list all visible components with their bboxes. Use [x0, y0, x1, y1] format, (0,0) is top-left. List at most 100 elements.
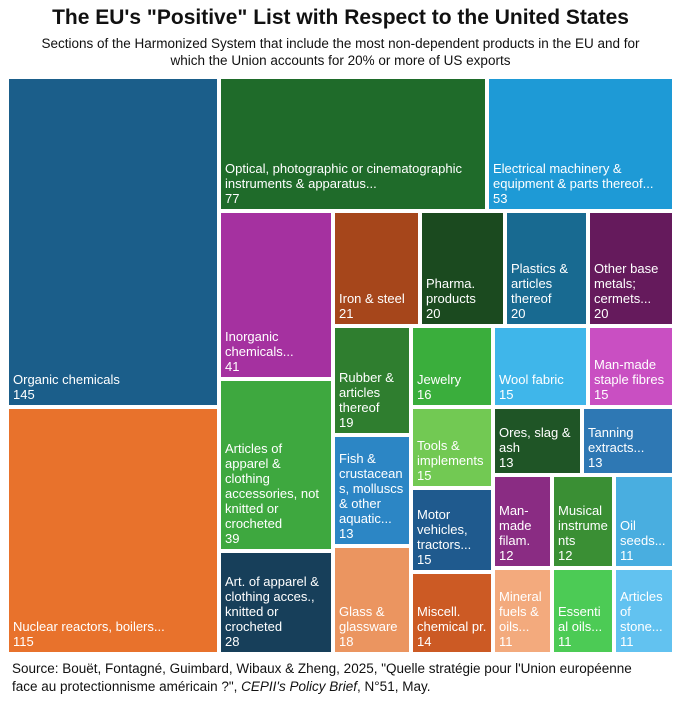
tile-value: 115 [13, 634, 34, 649]
tile-value: 11 [558, 634, 572, 649]
tile-value: 53 [493, 191, 508, 206]
source-suffix: , N°51, May. [357, 679, 431, 694]
treemap-tile: Other base metals; cermets... 20 [588, 211, 674, 326]
tile-value: 15 [417, 468, 432, 483]
treemap-tile: Tools & implements 15 [411, 407, 493, 488]
treemap-tile: Electrical machinery & equipment & parts… [487, 77, 674, 211]
tile-label-text: Inorganic chemicals... [225, 329, 294, 359]
treemap-tile: Articles of stone... 11 [614, 568, 674, 654]
tile-value: 15 [499, 387, 514, 402]
treemap-tile: Optical, photographic or cinematographic… [219, 77, 487, 211]
tile-label: Man- made filam. 12 [499, 503, 547, 563]
tile-label: Motor vehicles, tractors... 15 [417, 507, 488, 567]
tile-label-text: Nuclear reactors, boilers... [13, 619, 165, 634]
treemap-tile: Essenti al oils... 11 [552, 568, 614, 654]
tile-label-text: Wool fabric [499, 372, 564, 387]
treemap-tile: Articles of apparel & clothing accessori… [219, 379, 333, 551]
tile-label: Other base metals; cermets... 20 [594, 261, 669, 321]
tile-label-text: Oil seeds... [620, 518, 666, 548]
tile-label: Optical, photographic or cinematographic… [225, 161, 482, 206]
tile-label: Iron & steel 21 [339, 291, 415, 321]
tile-label-text: Articles of stone... [620, 589, 663, 634]
treemap-tile: Wool fabric 15 [493, 326, 588, 407]
tile-label-text: Fish & crustacean s, molluscs & other aq… [339, 451, 404, 526]
tile-label: Mineral fuels & oils... 11 [499, 589, 547, 649]
treemap-tile: Jewelry 16 [411, 326, 493, 407]
tile-label: Plastics & articles thereof 20 [511, 261, 583, 321]
treemap-tile: Tanning extracts... 13 [582, 407, 674, 475]
tile-label-text: Plastics & articles thereof [511, 261, 569, 306]
tile-label-text: Miscell. chemical pr. [417, 604, 487, 634]
tile-value: 14 [417, 634, 432, 649]
tile-label-text: Ores, slag & ash [499, 425, 571, 455]
tile-value: 145 [13, 387, 35, 402]
tile-label-text: Essenti al oils... [558, 604, 603, 634]
tile-label-text: Iron & steel [339, 291, 405, 306]
tile-value: 11 [620, 548, 634, 563]
treemap-tile: Rubber & articles thereof 19 [333, 326, 411, 435]
tile-label-text: Tools & implements [417, 438, 484, 468]
tile-label-text: Optical, photographic or cinematographic… [225, 161, 463, 191]
tile-label-text: Rubber & articles thereof [339, 370, 394, 415]
tile-label-text: Jewelry [417, 372, 462, 387]
tile-label: Ores, slag & ash 13 [499, 425, 577, 470]
tile-value: 11 [499, 634, 513, 649]
tile-label-text: Mineral fuels & oils... [499, 589, 542, 634]
tile-label-text: Musical instrume nts [558, 503, 608, 548]
tile-label-text: Man-made staple fibres [594, 357, 665, 387]
treemap-tile: Fish & crustacean s, molluscs & other aq… [333, 435, 411, 546]
tile-value: 11 [620, 634, 634, 649]
source-line-2: face au protectionnisme américain ?", [12, 679, 242, 694]
tile-label: Art. of apparel & clothing acces., knitt… [225, 574, 328, 649]
treemap-tile: Musical instrume nts 12 [552, 475, 614, 568]
treemap-tile: Nuclear reactors, boilers... 115 [7, 407, 219, 654]
treemap-tile: Pharma. products 20 [420, 211, 505, 326]
treemap-tile: Art. of apparel & clothing acces., knitt… [219, 551, 333, 654]
tile-value: 20 [511, 306, 526, 321]
tile-value: 20 [594, 306, 609, 321]
tile-label: Articles of apparel & clothing accessori… [225, 441, 328, 546]
chart-subtitle-line-1: Sections of the Harmonized System that i… [41, 36, 640, 51]
tile-value: 20 [426, 306, 441, 321]
tile-label: Fish & crustacean s, molluscs & other aq… [339, 451, 406, 541]
tile-label-text: Motor vehicles, tractors... [417, 507, 472, 552]
tile-label: Organic chemicals 145 [13, 372, 214, 402]
tile-value: 28 [225, 634, 240, 649]
chart-subtitle-line-2: which the Union accounts for 20% or more… [170, 53, 511, 68]
tile-label-text: Art. of apparel & clothing acces., knitt… [225, 574, 319, 634]
tile-label-text: Other base metals; cermets... [594, 261, 659, 306]
tile-value: 13 [339, 526, 354, 541]
treemap-tile: Oil seeds... 11 [614, 475, 674, 568]
tile-label: Electrical machinery & equipment & parts… [493, 161, 669, 206]
tile-label-text: Pharma. products [426, 276, 476, 306]
treemap-tile: Organic chemicals 145 [7, 77, 219, 407]
tile-label-text: Organic chemicals [13, 372, 120, 387]
tile-label: Man-made staple fibres 15 [594, 357, 669, 402]
tile-label: Musical instrume nts 12 [558, 503, 609, 563]
treemap: Organic chemicals 145 Nuclear reactors, bo… [7, 77, 674, 654]
tile-label: Inorganic chemicals... 41 [225, 329, 328, 374]
tile-label: Essenti al oils... 11 [558, 604, 609, 649]
treemap-tile: Miscell. chemical pr. 14 [411, 572, 493, 654]
tile-value: 12 [558, 548, 573, 563]
tile-value: 77 [225, 191, 240, 206]
tile-label: Rubber & articles thereof 19 [339, 370, 406, 430]
tile-value: 13 [499, 455, 514, 470]
treemap-tile: Plastics & articles thereof 20 [505, 211, 588, 326]
tile-label: Nuclear reactors, boilers... 115 [13, 619, 214, 649]
tile-label: Oil seeds... 11 [620, 518, 669, 563]
treemap-tile: Ores, slag & ash 13 [493, 407, 582, 475]
treemap-tile: Inorganic chemicals... 41 [219, 211, 333, 379]
tile-label: Glass & glassware 18 [339, 604, 406, 649]
treemap-tile: Glass & glassware 18 [333, 546, 411, 654]
tile-label: Miscell. chemical pr. 14 [417, 604, 488, 649]
tile-label-text: Tanning extracts... [588, 425, 645, 455]
tile-value: 15 [417, 552, 432, 567]
tile-value: 16 [417, 387, 432, 402]
tile-value: 39 [225, 531, 240, 546]
tile-label: Tools & implements 15 [417, 438, 488, 483]
tile-label: Wool fabric 15 [499, 372, 583, 402]
tile-value: 41 [225, 359, 240, 374]
tile-value: 12 [499, 548, 514, 563]
tile-label: Jewelry 16 [417, 372, 488, 402]
